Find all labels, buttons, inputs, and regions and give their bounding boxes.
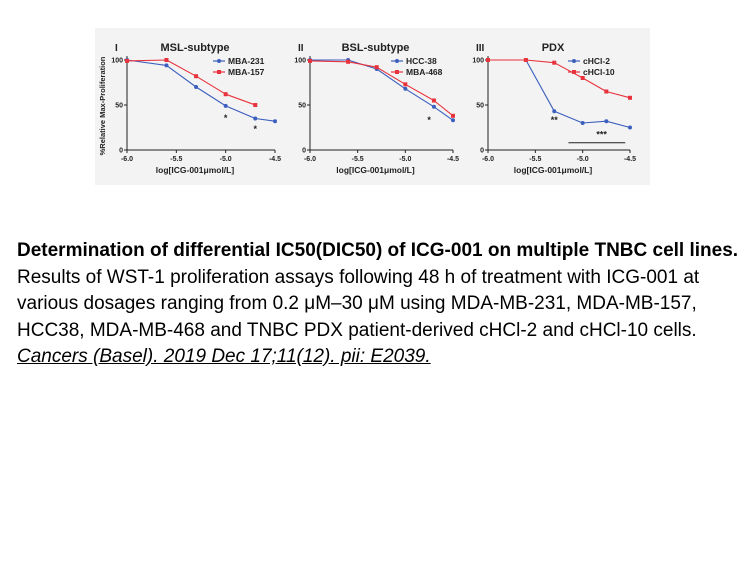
x-tick-label: -4.5 [269,156,281,163]
x-tick-label: -5.5 [170,156,182,163]
y-tick-label: 0 [302,148,306,155]
figure-caption: Determination of differential IC50(DIC50… [17,238,747,371]
series-line-2 [309,60,454,117]
y-tick-label: 50 [476,103,484,110]
figure-panel: %Relative Max-Proliferation I MSL-subtype 0… [95,28,650,185]
x-tick-label: -6.0 [121,156,133,163]
data-point [628,95,632,100]
legend-marker [572,70,576,74]
data-point [253,103,258,107]
legend-label: HCC-38 [406,56,437,66]
legend-label: MBA-231 [228,56,265,66]
data-point [346,59,351,64]
y-tick-label: 0 [119,148,123,155]
panel-label: II [298,43,304,54]
panel-title: BSL-subtype [342,42,410,54]
x-axis-title: log[ICG-001μmol/L] [156,165,235,175]
data-point [374,65,379,70]
x-tick-label: -5.0 [577,156,589,163]
x-tick-label: -6.0 [304,156,316,163]
chart-panel-3: III PDX 0 50 100 -6.0 -5.5 -5.0 -4.5 log[ICG-001μ… [472,42,636,175]
data-point [223,92,228,97]
chart-panel-1: I MSL-subtype 0 50 100 -6.0 -5.5 -5.0 -4.5 log[IC… [111,42,281,175]
x-tick-label: -5.5 [529,156,541,163]
series-line-2 [488,59,631,99]
x-tick-label: -5.0 [399,156,411,163]
significance-annotation: ** [551,115,559,125]
data-point [523,58,528,62]
panel-label: I [115,43,118,54]
legend-marker [395,59,399,63]
y-tick-label: 0 [480,148,484,155]
data-point [308,58,312,63]
y-tick-label: 100 [111,58,123,65]
x-axis-title: log[ICG-001μmol/L] [514,165,593,175]
legend-label: cHCl-10 [583,67,615,77]
data-point [223,103,228,108]
y-axis-title: %Relative Max-Proliferation [98,56,107,155]
caption-body: Results of WST-1 proliferation assays fo… [17,266,700,341]
data-point [451,113,455,118]
data-point [486,58,490,62]
data-point [194,74,199,79]
y-tick-label: 100 [472,58,484,65]
caption-title: Determination of differential IC50(DIC50… [17,240,739,261]
data-point [431,104,436,109]
data-point [194,85,199,89]
significance-annotation: *** [596,129,607,139]
data-point [604,119,609,124]
legend-marker [572,59,576,63]
significance-annotation: * [224,113,228,123]
panel-title: PDX [542,42,565,54]
significance-annotation: * [427,115,431,125]
series-line-1 [310,59,454,121]
data-point [451,118,455,123]
x-tick-label: -5.0 [220,156,232,163]
data-point [164,63,169,68]
panel-title: MSL-subtype [160,42,229,54]
data-point [580,76,585,80]
data-point [552,60,557,65]
data-point [164,58,169,62]
panel-label: III [476,43,485,54]
data-point [552,109,557,114]
x-tick-label: -5.5 [352,156,364,163]
data-point [125,58,129,63]
x-tick-label: -4.5 [624,156,636,163]
legend-marker [217,70,221,74]
data-point [628,125,632,130]
x-tick-label: -6.0 [482,156,494,163]
data-point [403,82,408,87]
legend-marker [217,59,221,63]
data-point [273,119,277,124]
legend-label: cHCl-2 [583,56,610,66]
data-point [604,89,609,94]
series-line-1 [126,59,276,122]
x-tick-label: -4.5 [447,156,459,163]
data-point [253,116,258,121]
citation-link[interactable]: Cancers (Basel). 2019 Dec 17;11(12). pii… [17,346,431,367]
x-axis-title: log[ICG-001μmol/L] [336,165,415,175]
chart-panel-2: II BSL-subtype 0 50 100 -6.0 -5.5 -5.0 -4.5 log[I… [294,42,459,175]
multi-panel-chart: %Relative Max-Proliferation I MSL-subtype 0… [98,42,636,175]
significance-annotation: * [254,124,258,134]
legend-marker [395,70,399,74]
data-point [431,98,436,103]
data-point [403,86,408,91]
data-point [580,121,585,125]
y-tick-label: 50 [115,103,123,110]
y-tick-label: 100 [294,58,306,65]
y-tick-label: 50 [298,103,306,110]
legend-label: MBA-468 [406,67,443,77]
legend-label: MBA-157 [228,67,265,77]
